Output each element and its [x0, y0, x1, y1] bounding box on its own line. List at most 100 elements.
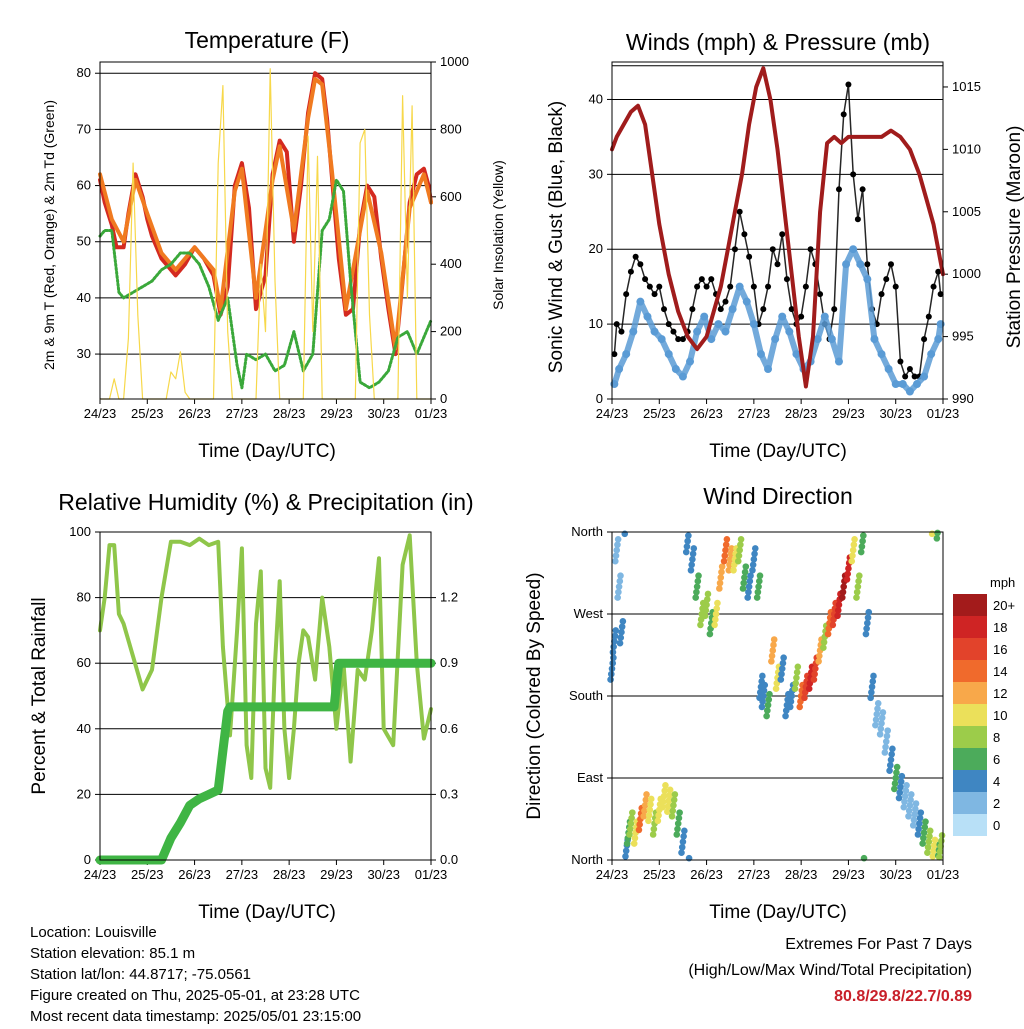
y-tick-label: 50 — [77, 234, 91, 249]
colorbar-swatch — [953, 770, 987, 792]
direction-point — [769, 647, 777, 654]
direction-point — [934, 529, 941, 537]
extremes-box: Extremes For Past 7 Days (High/Low/Max W… — [688, 932, 972, 1010]
direction-point — [751, 545, 759, 552]
direction-point — [647, 795, 655, 803]
y2-tick-label: 0 — [440, 391, 447, 406]
direction-point — [816, 652, 823, 660]
direction-point — [853, 588, 861, 596]
colorbar-title: mph — [990, 575, 1015, 590]
x-tick-label: 28/23 — [273, 406, 306, 421]
direction-point — [734, 557, 742, 565]
colorbar-label: 20+ — [993, 598, 1015, 613]
winds-xlabel: Time (Day/UTC) — [709, 441, 847, 462]
direction-point — [690, 545, 698, 552]
y-tick-label: 0 — [596, 391, 603, 406]
direction-point — [650, 825, 658, 833]
station-info: Location: Louisville Station elevation: … — [30, 922, 361, 1027]
direction-point — [851, 535, 858, 543]
direction-point — [654, 817, 662, 825]
colorbar-swatch — [953, 726, 987, 748]
direction-point — [897, 778, 905, 785]
direction-point — [717, 574, 725, 581]
humidity-ylabel: Percent & Total Rainfall — [29, 597, 50, 794]
direction-point — [683, 543, 691, 550]
direction-point — [872, 721, 879, 729]
direction-point — [859, 537, 866, 545]
y-tick-label: 20 — [589, 241, 603, 256]
direction-point — [860, 532, 867, 539]
humidity-panel: Relative Humidity (%) & Precipitation (i… — [29, 489, 474, 923]
direction-point — [834, 612, 841, 620]
wind-direction-xlabel: Time (Day/UTC) — [709, 902, 847, 923]
direction-point — [623, 840, 631, 847]
direction-point — [886, 767, 893, 775]
direction-point — [867, 694, 874, 702]
humidity-xlabel: Time (Day/UTC) — [198, 902, 336, 923]
x-tick-label: 27/23 — [226, 867, 259, 882]
x-tick-label: 29/23 — [832, 406, 865, 421]
direction-point — [704, 590, 712, 598]
direction-point — [661, 787, 669, 795]
direction-point — [615, 583, 623, 590]
direction-point — [900, 803, 908, 811]
direction-point — [631, 834, 639, 842]
direction-point — [622, 847, 630, 855]
direction-point — [740, 579, 747, 587]
y2-tick-label: 990 — [952, 391, 974, 406]
direction-point — [766, 690, 773, 698]
y2-tick-label: 0.3 — [440, 786, 458, 801]
direction-point — [855, 577, 862, 585]
direction-point — [890, 785, 898, 793]
y-tick-label: East — [577, 770, 603, 785]
x-tick-label: 28/23 — [785, 406, 818, 421]
colorbar-swatch — [953, 682, 987, 704]
x-tick-label: 25/23 — [131, 867, 164, 882]
x-tick-label: 25/23 — [643, 406, 676, 421]
location-text: Location: Louisville — [30, 924, 157, 941]
x-tick-label: 01/23 — [415, 867, 448, 882]
direction-point — [619, 617, 627, 625]
direction-point — [863, 625, 870, 632]
direction-point — [768, 658, 775, 665]
series-line — [610, 66, 945, 389]
y2-tick-label: 1000 — [952, 266, 981, 281]
direction-point — [754, 588, 762, 596]
direction-point — [612, 557, 619, 565]
colorbar-swatch — [953, 814, 987, 836]
direction-point — [792, 679, 800, 687]
direction-point — [856, 572, 863, 580]
direction-point — [614, 535, 622, 543]
direction-point — [675, 814, 683, 822]
direction-point — [674, 820, 682, 827]
series-line — [98, 76, 433, 351]
direction-point — [888, 751, 895, 758]
direction-point — [903, 781, 910, 789]
direction-point — [665, 797, 673, 805]
direction-point — [877, 725, 885, 733]
latlon-text: Station lat/lon: 44.8717; -75.0561 — [30, 966, 252, 983]
y-tick-label: 80 — [77, 65, 91, 80]
series-line — [95, 658, 436, 865]
colorbar-label: 2 — [993, 796, 1000, 811]
direction-point — [694, 577, 702, 585]
direction-point — [788, 692, 795, 700]
x-tick-label: 30/23 — [879, 406, 912, 421]
direction-point — [840, 583, 847, 590]
direction-point — [645, 817, 652, 825]
x-tick-label: 26/23 — [178, 867, 211, 882]
colorbar-swatch — [953, 704, 987, 726]
direction-point — [921, 823, 929, 831]
colorbar-swatch — [953, 792, 987, 814]
direction-point — [811, 670, 818, 678]
y-tick-label: 30 — [589, 166, 603, 181]
y2-tick-label: 995 — [952, 329, 974, 344]
direction-point — [685, 532, 692, 539]
direction-point — [695, 572, 702, 580]
direction-point — [627, 820, 635, 827]
direction-point — [915, 825, 922, 833]
direction-point — [746, 577, 754, 585]
direction-point — [680, 833, 687, 840]
direction-point — [613, 546, 621, 554]
